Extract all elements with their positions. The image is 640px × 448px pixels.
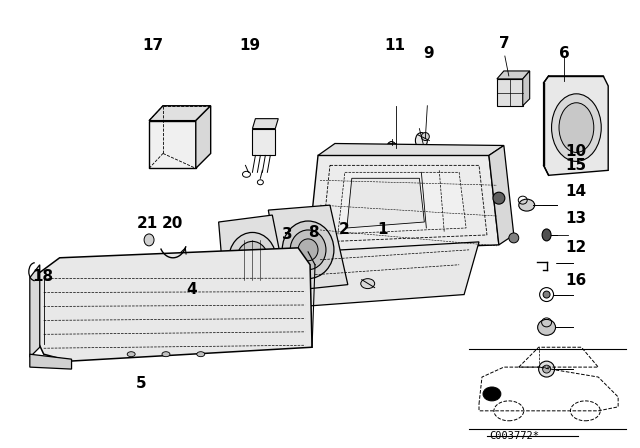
Text: 16: 16 xyxy=(565,273,586,289)
Polygon shape xyxy=(523,71,530,106)
Ellipse shape xyxy=(144,234,154,246)
Polygon shape xyxy=(347,178,424,228)
Polygon shape xyxy=(497,79,523,106)
Ellipse shape xyxy=(552,94,601,161)
Text: 9: 9 xyxy=(423,47,433,61)
Text: 10: 10 xyxy=(565,144,586,159)
Text: 21: 21 xyxy=(136,215,157,231)
Polygon shape xyxy=(268,205,348,292)
Ellipse shape xyxy=(228,233,276,287)
Polygon shape xyxy=(288,242,479,307)
Polygon shape xyxy=(252,129,275,155)
Ellipse shape xyxy=(415,133,428,148)
Polygon shape xyxy=(318,143,504,155)
Ellipse shape xyxy=(162,352,170,357)
Ellipse shape xyxy=(388,144,394,153)
Polygon shape xyxy=(489,146,514,245)
Ellipse shape xyxy=(483,387,501,401)
Polygon shape xyxy=(149,106,211,121)
Polygon shape xyxy=(219,215,288,305)
Ellipse shape xyxy=(127,352,135,357)
Text: 20: 20 xyxy=(162,215,183,231)
Polygon shape xyxy=(36,248,312,361)
Polygon shape xyxy=(252,119,278,129)
Ellipse shape xyxy=(538,319,556,335)
Text: 8: 8 xyxy=(308,224,319,240)
Ellipse shape xyxy=(387,142,397,155)
Text: 15: 15 xyxy=(565,158,586,173)
Text: 18: 18 xyxy=(33,269,54,284)
Ellipse shape xyxy=(559,103,594,152)
Ellipse shape xyxy=(290,230,326,270)
Text: 2: 2 xyxy=(339,222,349,237)
Ellipse shape xyxy=(237,241,268,278)
Text: 1: 1 xyxy=(377,222,388,237)
Text: 13: 13 xyxy=(565,211,586,226)
Text: 12: 12 xyxy=(565,240,586,255)
Polygon shape xyxy=(497,71,530,79)
Ellipse shape xyxy=(542,229,551,241)
Text: 17: 17 xyxy=(143,38,164,52)
Polygon shape xyxy=(308,155,499,252)
Polygon shape xyxy=(543,76,608,175)
Text: 6: 6 xyxy=(559,47,570,61)
Polygon shape xyxy=(196,106,211,168)
Ellipse shape xyxy=(282,221,334,279)
Text: 4: 4 xyxy=(186,282,197,297)
Ellipse shape xyxy=(196,352,205,357)
Polygon shape xyxy=(338,172,466,234)
Text: C003772*: C003772* xyxy=(489,431,539,441)
Polygon shape xyxy=(30,354,72,369)
Ellipse shape xyxy=(509,233,519,243)
Ellipse shape xyxy=(421,133,429,141)
Polygon shape xyxy=(149,121,196,168)
Ellipse shape xyxy=(539,361,554,377)
Text: 5: 5 xyxy=(135,376,146,391)
Ellipse shape xyxy=(543,365,550,373)
Text: 3: 3 xyxy=(282,227,292,242)
Polygon shape xyxy=(30,265,40,357)
Text: 11: 11 xyxy=(385,38,406,52)
Ellipse shape xyxy=(519,199,534,211)
Text: 14: 14 xyxy=(565,185,586,199)
Text: 7: 7 xyxy=(499,36,510,51)
Text: 19: 19 xyxy=(239,38,260,52)
Ellipse shape xyxy=(361,279,374,289)
Ellipse shape xyxy=(493,192,505,204)
Ellipse shape xyxy=(298,239,318,261)
Ellipse shape xyxy=(543,291,550,298)
